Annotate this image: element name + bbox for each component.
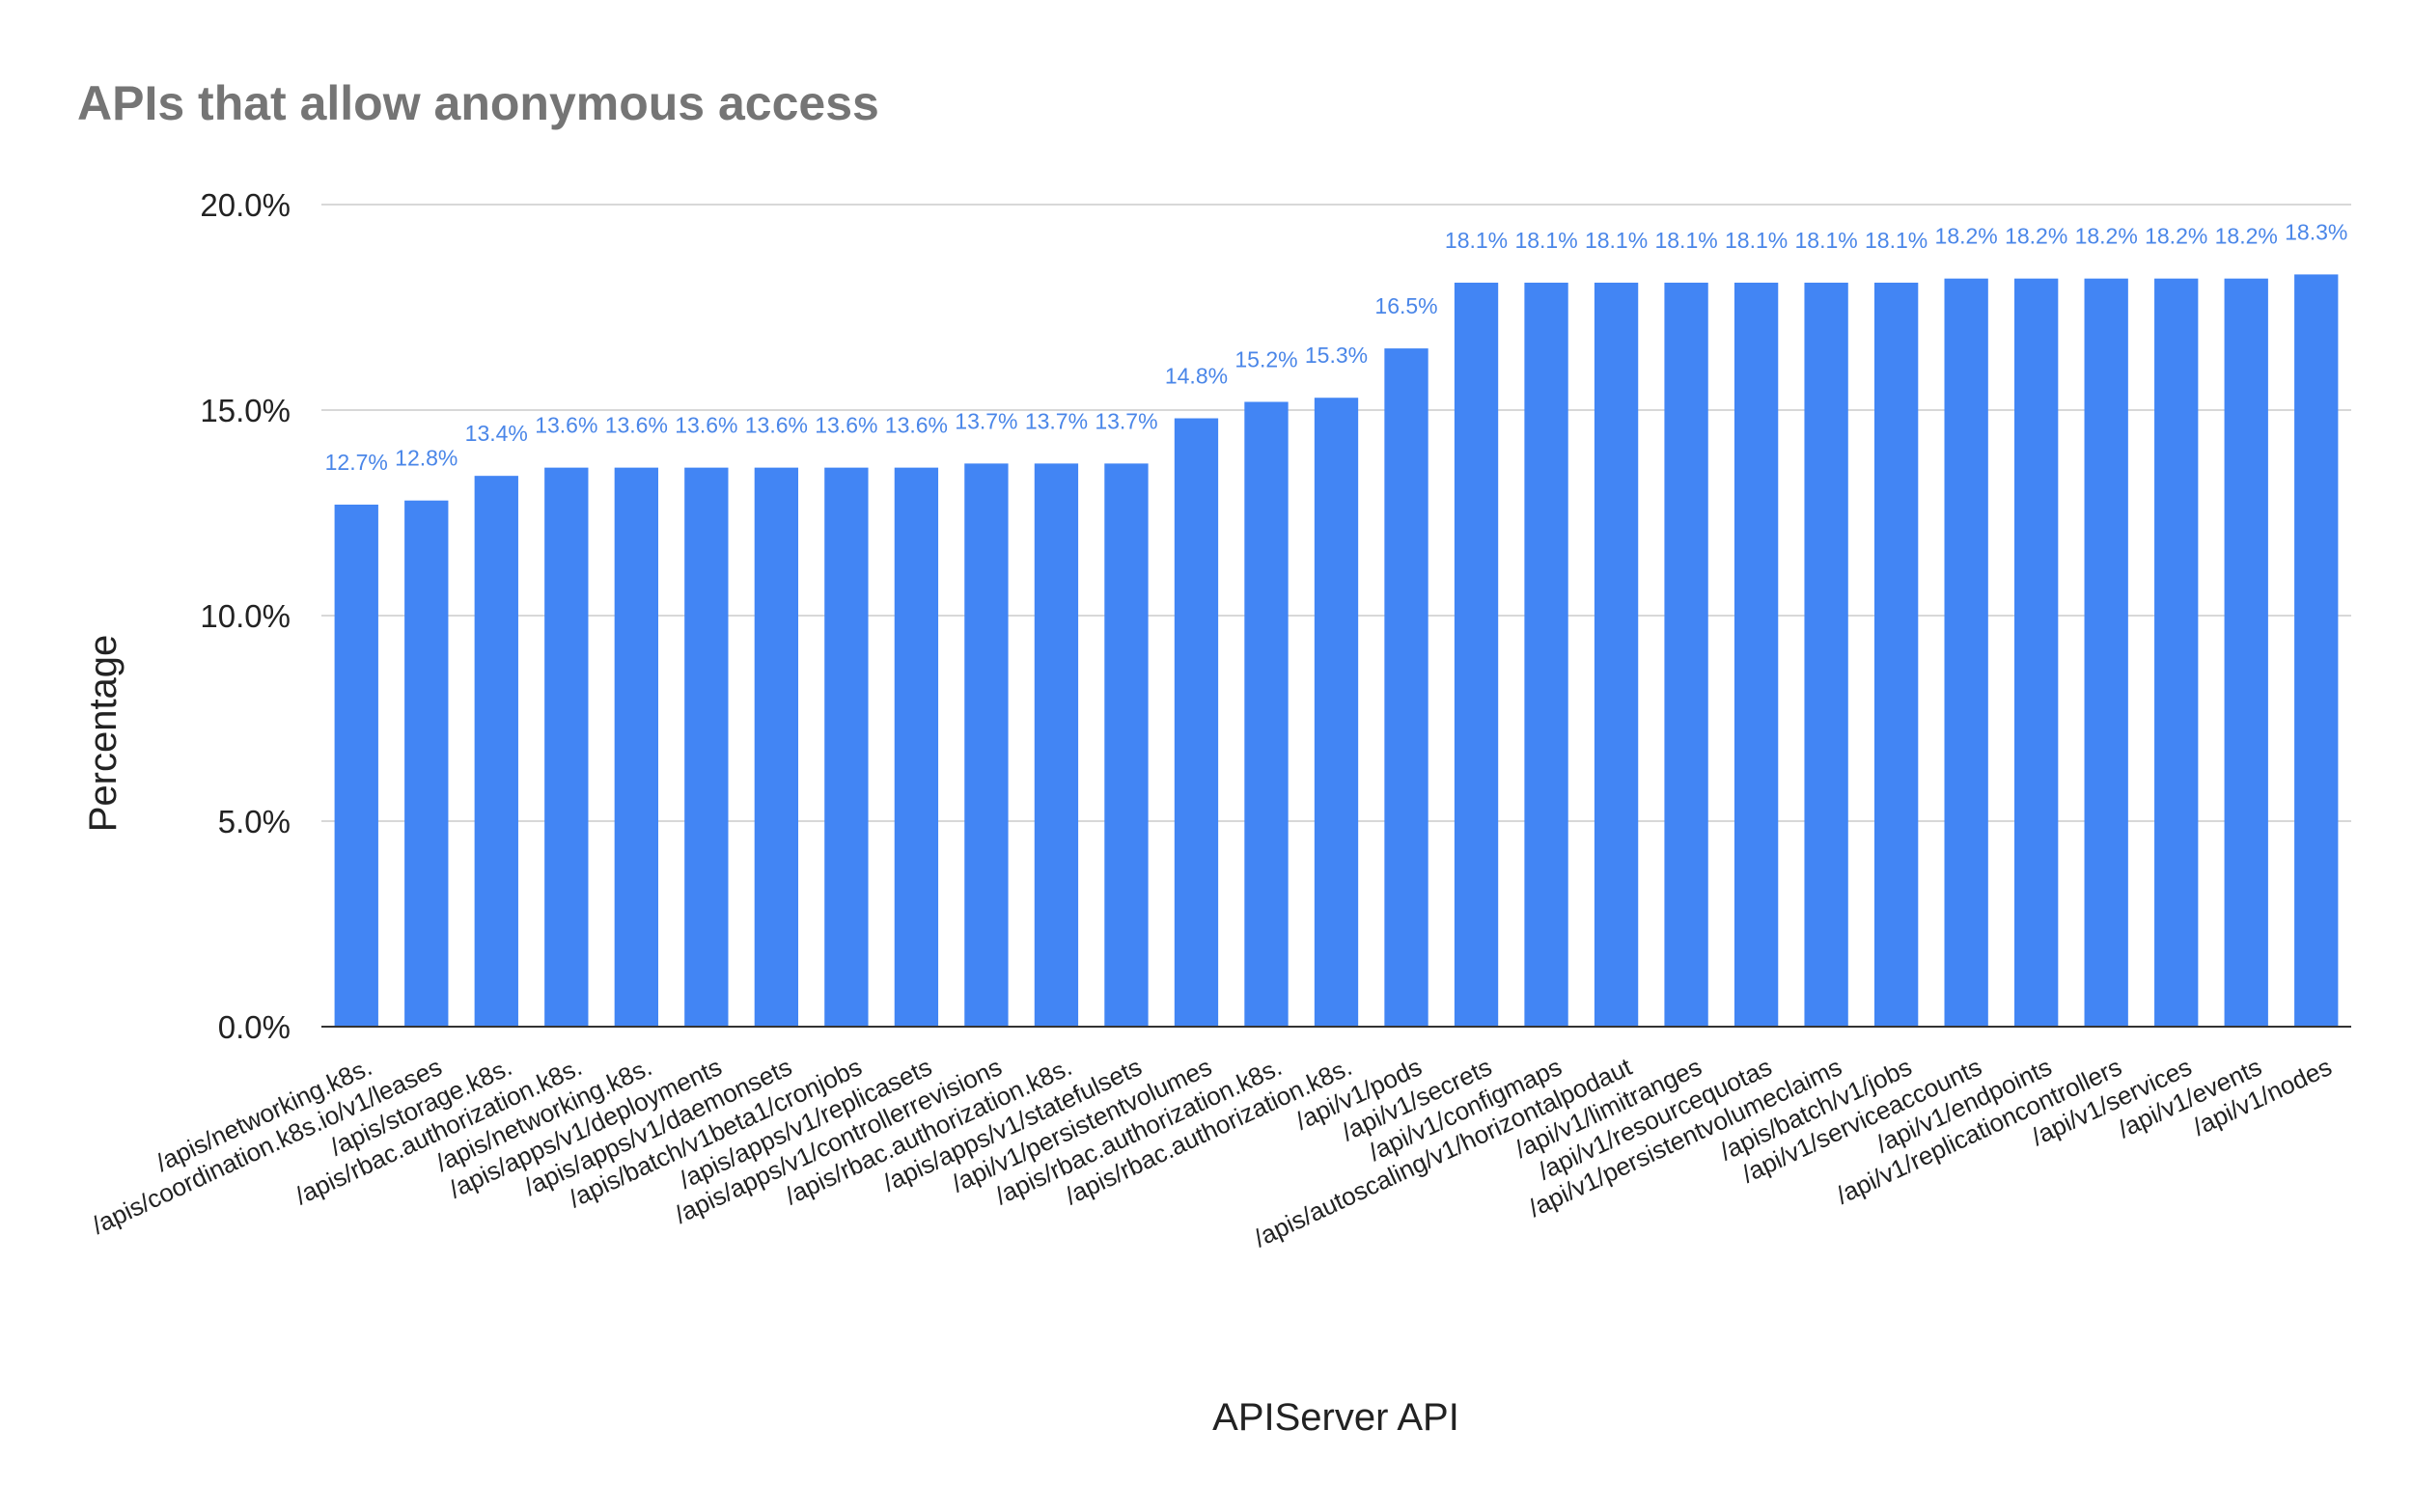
y-tick-label: 5.0% xyxy=(218,804,291,839)
bars xyxy=(334,274,2339,1028)
data-label: 18.1% xyxy=(1865,228,1928,253)
data-label: 13.7% xyxy=(1095,408,1157,433)
data-label: 15.3% xyxy=(1305,343,1368,368)
bar xyxy=(1314,398,1359,1028)
data-label: 18.1% xyxy=(1795,228,1858,253)
bar xyxy=(964,463,1009,1027)
bar xyxy=(1804,282,1848,1027)
bar xyxy=(2224,278,2268,1027)
chart-title: APIs that allow anonymous access xyxy=(77,76,879,130)
bar xyxy=(1384,348,1428,1028)
bar xyxy=(2154,278,2199,1027)
data-label: 18.2% xyxy=(2145,224,2207,249)
data-label: 13.6% xyxy=(535,413,597,438)
bar xyxy=(404,500,449,1027)
bar xyxy=(2084,278,2128,1027)
data-label: 18.3% xyxy=(2285,219,2347,244)
data-label: 12.8% xyxy=(395,446,458,471)
y-axis-title: Percentage xyxy=(82,635,125,833)
data-label: 18.2% xyxy=(1935,224,1998,249)
y-tick-label: 20.0% xyxy=(200,187,291,223)
data-label: 16.5% xyxy=(1374,293,1437,318)
y-tick-label: 10.0% xyxy=(200,598,291,634)
data-label: 13.4% xyxy=(465,421,528,446)
data-label: 18.2% xyxy=(2005,224,2067,249)
data-label: 18.1% xyxy=(1445,228,1508,253)
bar xyxy=(1594,282,1639,1027)
data-label: 13.7% xyxy=(955,408,1017,433)
y-tick-label: 15.0% xyxy=(200,393,291,428)
data-label: 18.1% xyxy=(1654,228,1717,253)
x-axis-title: APIServer API xyxy=(1212,1396,1459,1439)
bar xyxy=(894,467,939,1027)
bar xyxy=(614,467,658,1027)
data-label: 15.2% xyxy=(1234,346,1297,371)
data-label: 13.6% xyxy=(745,413,808,438)
bar xyxy=(1524,282,1568,1027)
bar xyxy=(1733,282,1779,1027)
bar xyxy=(684,467,729,1027)
data-label: 13.6% xyxy=(815,413,877,438)
data-label: 14.8% xyxy=(1165,364,1228,389)
data-label: 18.2% xyxy=(2215,224,2278,249)
bar xyxy=(1244,401,1289,1028)
data-label: 18.1% xyxy=(1585,228,1648,253)
data-label: 12.7% xyxy=(325,450,388,475)
data-label: 13.6% xyxy=(885,413,948,438)
bar xyxy=(1664,282,1708,1027)
data-label: 13.7% xyxy=(1025,408,1088,433)
data-label: 18.2% xyxy=(2075,224,2138,249)
bar xyxy=(824,467,869,1027)
x-axis-categories: /apis/networking.k8s./apis/coordination.… xyxy=(88,1052,2337,1252)
bar xyxy=(334,504,378,1027)
bar xyxy=(1034,463,1079,1027)
y-tick-label: 0.0% xyxy=(218,1009,291,1045)
bar xyxy=(1944,278,1988,1027)
y-axis-ticks: 0.0% 5.0% 10.0% 15.0% 20.0% xyxy=(200,187,291,1045)
bar xyxy=(1174,418,1219,1027)
bar xyxy=(1454,282,1499,1027)
data-label: 13.6% xyxy=(675,413,737,438)
bar xyxy=(474,476,518,1027)
bar xyxy=(2014,278,2059,1027)
bar xyxy=(754,467,799,1027)
bar xyxy=(2294,274,2339,1027)
data-labels: 12.7% 12.8% 13.4% 13.6% 13.6% 13.6% 13.6% 13.6%… xyxy=(325,219,2348,475)
bar xyxy=(1104,463,1149,1027)
data-label: 13.6% xyxy=(605,413,668,438)
data-label: 18.1% xyxy=(1725,228,1788,253)
bar xyxy=(544,467,589,1027)
data-label: 18.1% xyxy=(1514,228,1577,253)
bar xyxy=(1873,282,1919,1027)
